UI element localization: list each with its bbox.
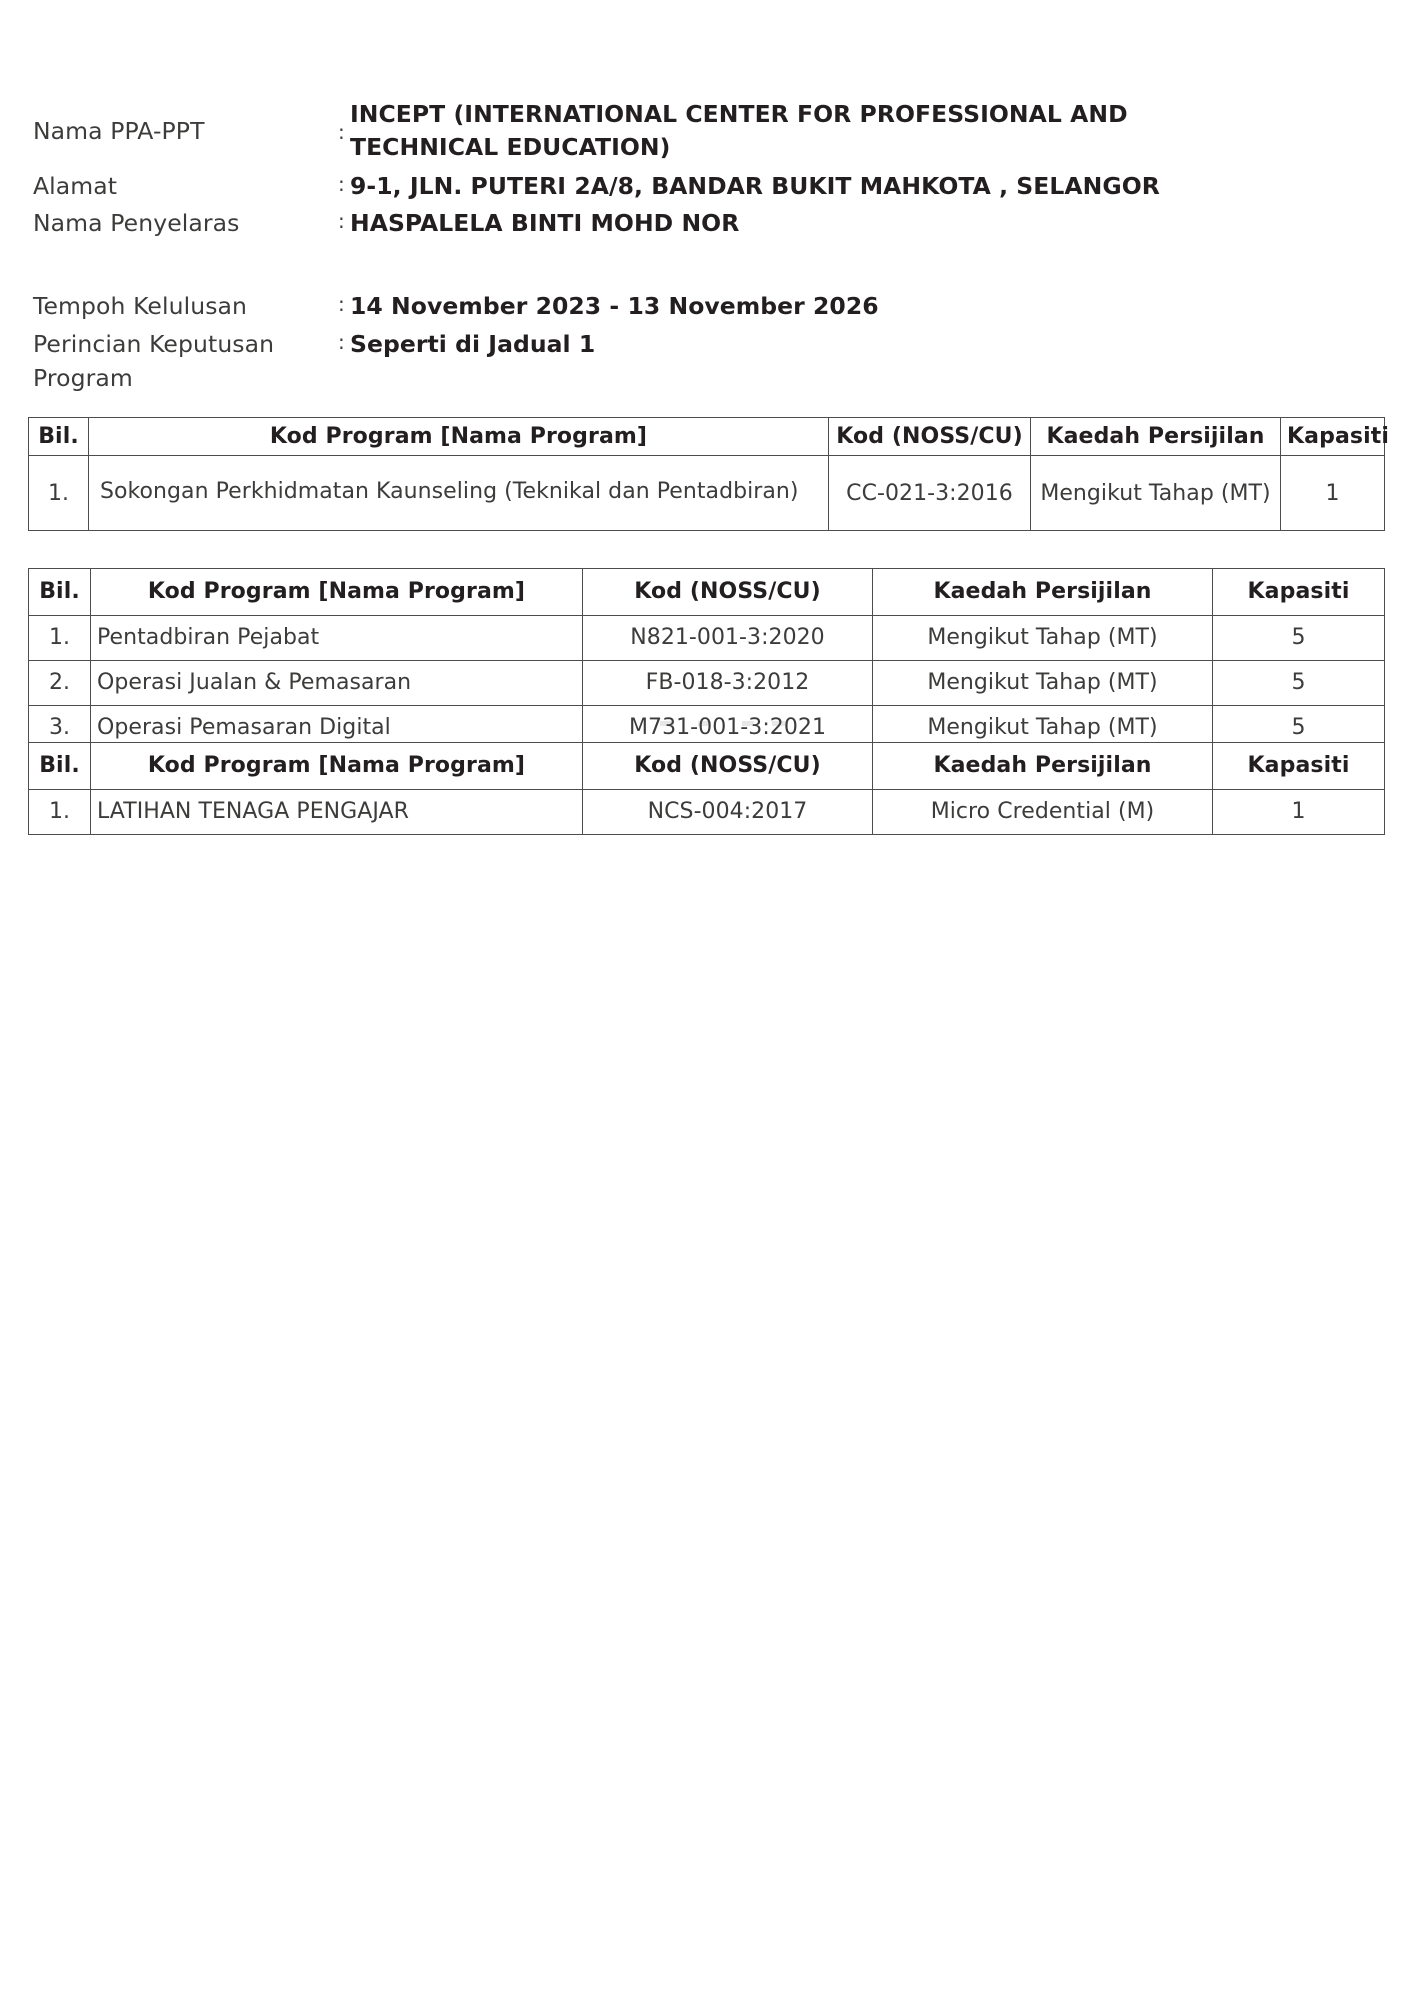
column-header-kaedah-persijilan: Kaedah Persijilan — [872, 742, 1213, 790]
program-table-1: Bil. Kod Program [Nama Program] Kod (NOS… — [28, 417, 1389, 531]
column-header-bil: Bil. — [28, 742, 91, 790]
info-row-tempoh-kelulusan: Tempoh Kelulusan : 14 November 2023 - 13… — [33, 290, 1373, 323]
column-header-kod-noss-cu: Kod (NOSS/CU) — [582, 742, 873, 790]
label-tempoh-kelulusan: Tempoh Kelulusan — [33, 292, 248, 320]
institution-info-group: Nama PPA-PPT : INCEPT (INTERNATIONAL CEN… — [33, 98, 1373, 243]
column-header-kod-program: Kod Program [Nama Program] — [88, 417, 829, 456]
column-header-kod-noss-cu: Kod (NOSS/CU) — [582, 568, 873, 616]
cell-kapasiti: 1 — [1212, 789, 1385, 835]
cell-kapasiti: 5 — [1212, 615, 1385, 661]
cell-kapasiti: 5 — [1212, 660, 1385, 706]
approval-info-group: Tempoh Kelulusan : 14 November 2023 - 13… — [33, 290, 1373, 400]
cell-kapasiti: 1 — [1280, 455, 1385, 531]
separator-colon: : — [338, 292, 345, 316]
label-alamat: Alamat — [33, 171, 118, 200]
label-nama-ppa-ppt: Nama PPA-PPT — [33, 117, 205, 146]
program-table-3-container: Bil. Kod Program [Nama Program] Kod (NOS… — [28, 742, 1385, 835]
column-header-bil: Bil. — [28, 568, 91, 616]
table-header-row: Bil. Kod Program [Nama Program] Kod (NOS… — [28, 568, 1385, 616]
column-header-kod-program: Kod Program [Nama Program] — [90, 742, 583, 790]
label-perincian-keputusan-program: Perincian Keputusan Program — [33, 330, 275, 392]
info-row-perincian-keputusan-program: Perincian Keputusan Program : Seperti di… — [33, 328, 1373, 395]
program-table-2: Bil. Kod Program [Nama Program] Kod (NOS… — [28, 568, 1385, 751]
value-alamat: 9-1, JLN. PUTERI 2A/8, BANDAR BUKIT MAHK… — [350, 171, 1160, 200]
program-table-3: Bil. Kod Program [Nama Program] Kod (NOS… — [28, 742, 1385, 835]
info-row-nama-penyelaras: Nama Penyelaras : HASPALELA BINTI MOHD N… — [33, 207, 1373, 240]
separator-colon: : — [338, 171, 345, 196]
cell-program-name: Operasi Jualan & Pemasaran — [90, 660, 583, 706]
value-perincian-keputusan-program: Seperti di Jadual 1 — [350, 330, 596, 359]
column-header-kapasiti: Kapasiti — [1212, 568, 1385, 616]
info-row-nama-ppa-ppt: Nama PPA-PPT : INCEPT (INTERNATIONAL CEN… — [33, 98, 1373, 164]
cell-bil: 1. — [28, 615, 91, 661]
cell-kod-noss-cu: NCS-004:2017 — [582, 789, 873, 835]
program-table-1-container: Bil. Kod Program [Nama Program] Kod (NOS… — [28, 417, 1389, 531]
table-row: 1. Pentadbiran Pejabat N821-001-3:2020 M… — [28, 615, 1385, 661]
column-header-kod-program: Kod Program [Nama Program] — [90, 568, 583, 616]
cell-kaedah-persijilan: Mengikut Tahap (MT) — [872, 660, 1213, 706]
cell-bil: 2. — [28, 660, 91, 706]
value-nama-ppa-ppt: INCEPT (INTERNATIONAL CENTER FOR PROFESS… — [350, 100, 1128, 161]
cell-kaedah-persijilan: Micro Credential (M) — [872, 789, 1213, 835]
program-table-2-container: Bil. Kod Program [Nama Program] Kod (NOS… — [28, 568, 1385, 751]
value-nama-penyelaras: HASPALELA BINTI MOHD NOR — [350, 209, 740, 238]
cell-bil: 1. — [28, 455, 89, 531]
column-header-bil: Bil. — [28, 417, 89, 456]
cell-program-name: LATIHAN TENAGA PENGAJAR — [90, 789, 583, 835]
cell-kod-noss-cu: FB-018-3:2012 — [582, 660, 873, 706]
cell-kod-noss-cu: N821-001-3:2020 — [582, 615, 873, 661]
cell-kaedah-persijilan: Mengikut Tahap (MT) — [872, 615, 1213, 661]
column-header-kaedah-persijilan: Kaedah Persijilan — [872, 568, 1213, 616]
separator-colon: : — [338, 330, 345, 355]
cell-bil: 1. — [28, 789, 91, 835]
table-row: 2. Operasi Jualan & Pemasaran FB-018-3:2… — [28, 660, 1385, 706]
cell-kaedah-persijilan: Mengikut Tahap (MT) — [1030, 455, 1281, 531]
info-row-alamat: Alamat : 9-1, JLN. PUTERI 2A/8, BANDAR B… — [33, 170, 1373, 203]
label-nama-penyelaras: Nama Penyelaras — [33, 209, 240, 238]
column-header-kod-noss-cu: Kod (NOSS/CU) — [828, 417, 1031, 456]
cell-program-name: Sokongan Perkhidmatan Kaunseling (Teknik… — [88, 455, 829, 531]
column-header-kapasiti: Kapasiti — [1280, 417, 1389, 456]
column-header-kaedah-persijilan: Kaedah Persijilan — [1030, 417, 1281, 456]
cell-kod-noss-cu: CC-021-3:2016 — [828, 455, 1031, 531]
separator-colon: : — [338, 209, 345, 234]
table-header-row: Bil. Kod Program [Nama Program] Kod (NOS… — [28, 742, 1385, 790]
separator-colon: : — [338, 119, 345, 144]
table-header-row: Bil. Kod Program [Nama Program] Kod (NOS… — [28, 417, 1389, 456]
table-row: 1. Sokongan Perkhidmatan Kaunseling (Tek… — [28, 455, 1385, 531]
table-row: 1. LATIHAN TENAGA PENGAJAR NCS-004:2017 … — [28, 789, 1385, 835]
value-tempoh-kelulusan: 14 November 2023 - 13 November 2026 — [350, 292, 879, 320]
cell-program-name: Pentadbiran Pejabat — [90, 615, 583, 661]
column-header-kapasiti: Kapasiti — [1212, 742, 1385, 790]
